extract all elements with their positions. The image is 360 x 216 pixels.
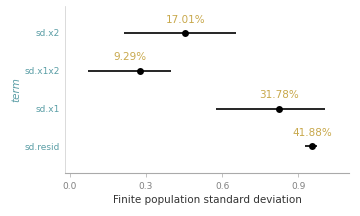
Text: 41.88%: 41.88% [293,128,332,138]
Text: 9.29%: 9.29% [113,52,146,62]
Y-axis label: term: term [12,77,22,102]
Text: 17.01%: 17.01% [166,15,205,25]
Text: 31.78%: 31.78% [260,90,299,100]
X-axis label: Finite population standard deviation: Finite population standard deviation [113,195,301,205]
